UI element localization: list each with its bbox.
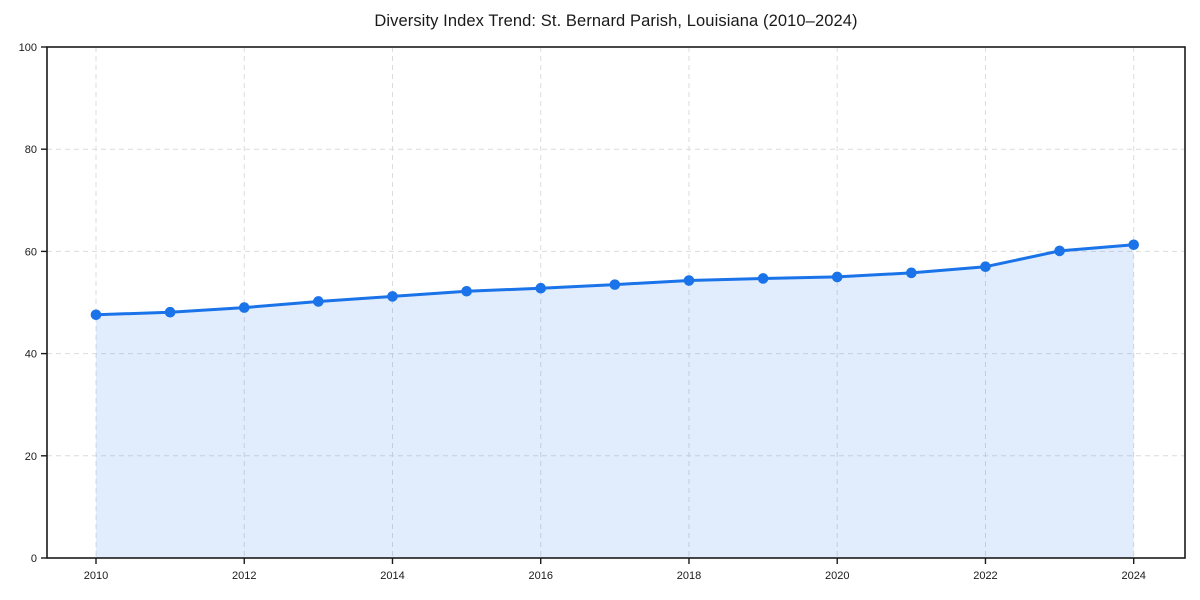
- data-point-marker-2018: [683, 275, 695, 286]
- gridlines: [47, 47, 1185, 558]
- x-tick-label: 2018: [677, 570, 701, 582]
- x-tick-label: 2022: [973, 570, 997, 582]
- data-point-marker-2010: [90, 309, 102, 321]
- area-fill: [96, 244, 1134, 559]
- y-tick-label: 80: [25, 144, 37, 156]
- chart-title: Diversity Index Trend: St. Bernard Paris…: [374, 12, 858, 30]
- data-point-marker-2016: [535, 282, 547, 294]
- data-point-marker-2012: [238, 302, 250, 313]
- data-point-marker-2015: [461, 285, 472, 297]
- data-point-marker-2020: [831, 271, 843, 283]
- y-tick-label: 60: [25, 246, 37, 258]
- x-tick-label: 2012: [232, 570, 256, 582]
- x-tick-label: 2010: [84, 570, 108, 582]
- data-point-marker-2017: [609, 279, 621, 290]
- y-tick-label: 100: [19, 42, 37, 54]
- axis-ticks: [41, 46, 1135, 564]
- x-tick-label: 2016: [528, 570, 552, 582]
- x-tick-label: 2024: [1121, 570, 1145, 582]
- data-point-marker-2019: [757, 273, 769, 284]
- y-tick-label: 20: [25, 451, 37, 463]
- axis-tick-labels: 0 20 40 60 80 100 2010 2012 2014 2016 2018 2020 2022…: [19, 42, 1146, 582]
- y-tick-label: 40: [25, 349, 37, 361]
- data-point-marker-2023: [1054, 245, 1065, 257]
- axis-frame: [46, 46, 1186, 559]
- data-point-markers: [90, 239, 1139, 321]
- x-tick-label: 2014: [380, 570, 404, 582]
- data-point-marker-2011: [164, 306, 176, 318]
- y-tick-label: 0: [31, 553, 37, 565]
- x-tick-label: 2020: [825, 570, 849, 582]
- data-point-marker-2021: [906, 267, 917, 279]
- data-point-marker-2024: [1128, 239, 1139, 251]
- data-point-marker-2013: [313, 296, 324, 307]
- data-point-marker-2022: [980, 261, 991, 273]
- data-point-marker-2014: [387, 291, 398, 302]
